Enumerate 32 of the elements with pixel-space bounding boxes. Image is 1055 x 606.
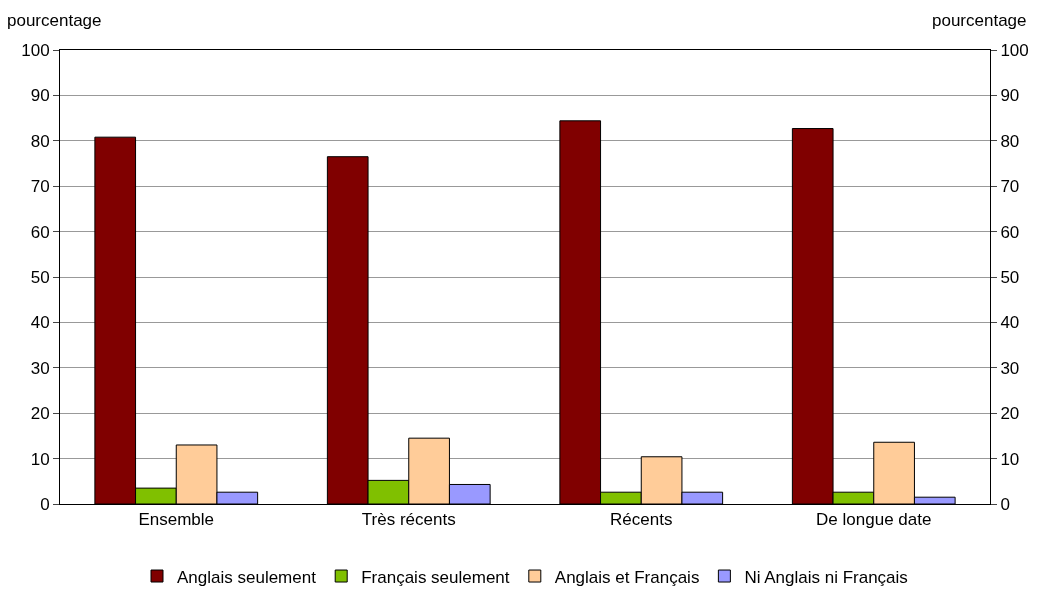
y-tick-label: 20 [30,404,50,424]
y-tick-label: 0 [40,494,50,514]
y-tick-label: 100 [21,40,50,60]
y2-tick-label: 100 [1000,40,1029,60]
y2-tick-label: 20 [1000,404,1020,424]
y-tick-label: 40 [30,313,50,333]
legend-label: Français seulement [361,567,510,587]
y2-tick-label: 30 [1000,358,1020,378]
y2-tick-label: 70 [1000,177,1020,197]
legend-label: Anglais et Français [554,567,700,587]
legend-label: Ni Anglais ni Français [744,567,908,587]
y-tick-label: 70 [30,177,50,197]
x-tick-label: De longue date [816,510,932,530]
y2-tick-label: 40 [1000,313,1020,333]
y2-tick-label: 50 [1000,267,1020,287]
legend-label: Anglais seulement [177,567,317,587]
y-tick-label: 90 [30,86,50,106]
y2-axis-title: pourcentage [932,11,1027,30]
x-tick-label: Ensemble [138,510,215,530]
y-axis-title: pourcentage [7,11,102,30]
y-tick-label: 10 [30,449,50,469]
x-tick-label: Récents [610,510,673,530]
y2-tick-label: 10 [1000,449,1020,469]
y-tick-label: 50 [30,267,50,287]
y2-tick-label: 0 [1000,494,1010,514]
x-tick-label: Très récents [361,510,456,530]
y2-tick-label: 80 [1000,131,1020,151]
y-tick-label: 30 [30,358,50,378]
y-tick-label: 60 [30,222,50,242]
y2-tick-label: 90 [1000,86,1020,106]
y-tick-label: 80 [30,131,50,151]
y2-tick-label: 60 [1000,222,1020,242]
